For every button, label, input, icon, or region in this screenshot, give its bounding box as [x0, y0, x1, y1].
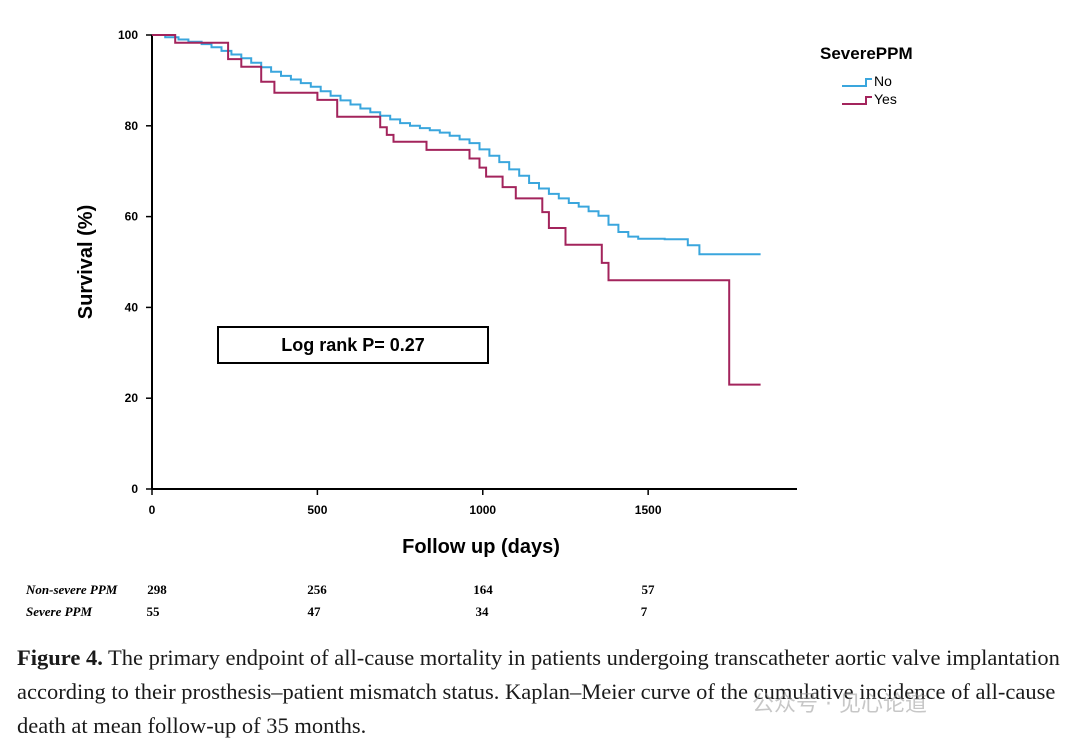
risk-count: 47 [307, 604, 321, 619]
risk-count: 55 [146, 604, 160, 619]
y-tick-label: 60 [125, 210, 139, 224]
chart-axes [151, 35, 797, 490]
survival-curve-no [152, 34, 761, 256]
y-tick-label: 100 [118, 28, 138, 42]
legend-swatch-no [842, 78, 872, 87]
survival-curves [152, 34, 761, 386]
log-rank-label: Log rank P= 0.27 [281, 335, 425, 355]
risk-count: 256 [307, 582, 327, 597]
risk-count: 34 [475, 604, 489, 619]
risk-count: 7 [640, 604, 648, 619]
figure-caption: Figure 4. The primary endpoint of all-ca… [17, 641, 1067, 743]
y-tick-label: 0 [131, 482, 138, 496]
log-rank-box: Log rank P= 0.27 [217, 326, 489, 364]
risk-count: 164 [473, 582, 493, 597]
risk-count: 57 [641, 582, 655, 597]
x-tick-label: 0 [149, 503, 156, 517]
caption-label: Figure 4. [17, 645, 103, 670]
y-tick-label: 20 [125, 391, 139, 405]
caption-text: The primary endpoint of all-cause mortal… [17, 645, 1060, 738]
legend-item-yes: Yes [874, 91, 897, 107]
risk-row-non-severe: Non-severe PPM 298 256 164 57 [0, 582, 1080, 602]
legend-item-no: No [874, 73, 892, 89]
risk-row-severe: Severe PPM 55 47 34 7 [0, 604, 1080, 624]
x-tick-label: 1000 [469, 503, 496, 517]
risk-count: 298 [147, 582, 167, 597]
legend: SeverePPM No Yes [820, 44, 913, 107]
x-tick-label: 500 [307, 503, 327, 517]
numbers-at-risk-table: Non-severe PPM 298 256 164 57 Severe PPM… [0, 578, 1080, 628]
survival-curve-yes [152, 34, 761, 386]
y-tick-label: 80 [125, 119, 139, 133]
legend-title: SeverePPM [820, 44, 913, 63]
legend-swatch-yes [842, 96, 872, 105]
x-axis-label: Follow up (days) [402, 536, 560, 558]
watermark: 公众号 · 见心论道 [752, 692, 927, 717]
risk-row-label: Severe PPM [26, 604, 93, 619]
risk-row-label: Non-severe PPM [26, 582, 118, 597]
y-axis-label: Survival (%) [75, 205, 97, 319]
y-tick-label: 40 [125, 300, 139, 314]
x-tick-label: 1500 [635, 503, 662, 517]
